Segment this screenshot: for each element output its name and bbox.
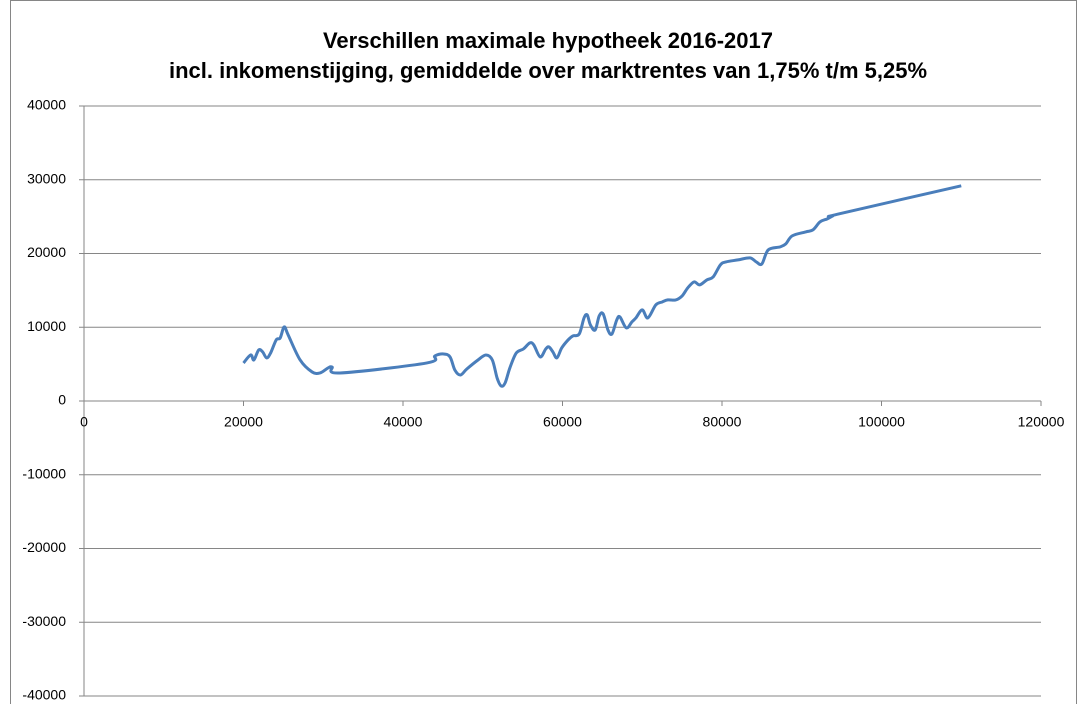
x-tick-label: 20000 [224,414,263,430]
x-tick-label: 40000 [384,414,423,430]
x-tick-label: 120000 [1018,414,1065,430]
chart-subtitle: incl. inkomenstijging, gemiddelde over m… [169,58,927,83]
y-tick-label: 20000 [27,244,66,260]
y-tick-label: -20000 [22,539,66,555]
x-tick-label: 0 [80,414,88,430]
y-tick-label: -40000 [22,687,66,703]
y-tick-label: -30000 [22,613,66,629]
y-tick-label: 10000 [27,318,66,334]
x-tick-label: 100000 [858,414,905,430]
data-line [242,184,962,388]
y-tick-label: 0 [58,392,66,408]
y-tick-label: -10000 [22,465,66,481]
x-tick-label: 60000 [543,414,582,430]
y-tick-label: 30000 [27,170,66,186]
y-tick-label: 40000 [27,97,66,113]
x-tick-label: 80000 [703,414,742,430]
chart-title: Verschillen maximale hypotheek 2016-2017 [323,28,773,53]
